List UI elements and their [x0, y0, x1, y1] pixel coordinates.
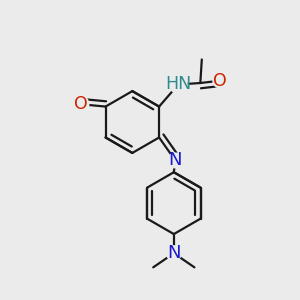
Text: HN: HN: [165, 76, 191, 94]
Circle shape: [167, 246, 181, 261]
Circle shape: [213, 73, 228, 88]
Text: O: O: [74, 95, 87, 113]
Circle shape: [168, 153, 183, 168]
Text: N: N: [167, 244, 181, 262]
Circle shape: [72, 96, 89, 112]
Circle shape: [169, 76, 187, 93]
Text: N: N: [169, 152, 182, 169]
Text: O: O: [214, 72, 227, 90]
